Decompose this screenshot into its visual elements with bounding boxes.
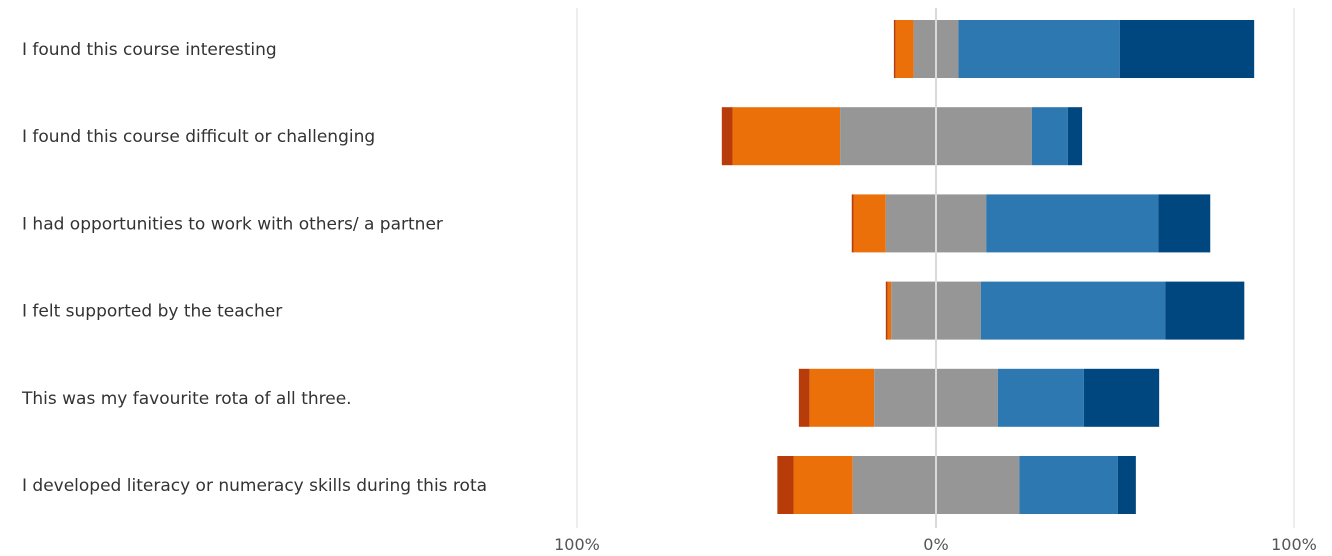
axes [576,8,1295,528]
category-label: I developed literacy or numeracy skills … [22,476,487,496]
bar-segment-1 [893,20,896,78]
bar-segment-2 [895,20,914,78]
bar-segment-5 [1165,281,1245,340]
bar-segment-4 [1031,107,1068,166]
category-label: This was my favourite rota of all three. [21,389,352,409]
bar-segment-1 [798,368,810,427]
bar-segment-1 [721,107,733,166]
bar-segment-5 [1083,368,1160,427]
bar-segment-2 [809,368,875,427]
bar-segment-4 [980,281,1166,340]
bar-segment-4 [986,194,1159,253]
bar-segment-2 [793,456,853,514]
bar-segment-5 [1158,194,1211,253]
category-labels: I found this course interesting I found t… [21,40,487,496]
bars [721,20,1255,514]
bar-segment-1 [885,281,888,340]
x-tick-label: 100% [1271,535,1317,554]
bar-segment-4 [958,20,1120,78]
category-label: I felt supported by the teacher [22,302,282,322]
x-tick-labels: 100% 0% 100% [554,535,1317,554]
bar-segment-2 [732,107,841,166]
bar-segment-5 [1067,107,1083,166]
x-tick-label: 0% [923,535,948,554]
category-label: I found this course interesting [22,40,277,60]
bar-segment-2 [853,194,886,253]
bar-segment-2 [887,281,892,340]
category-label: I found this course difficult or challen… [22,127,375,147]
bar-segment-1 [851,194,854,253]
x-tick-label: 100% [554,535,600,554]
bar-segment-5 [1119,20,1255,78]
bar-segment-1 [777,456,794,514]
bar-segment-4 [997,368,1084,427]
category-label: I had opportunities to work with others/… [22,214,443,234]
bar-segment-4 [1019,456,1118,514]
bar-segment-5 [1117,456,1136,514]
